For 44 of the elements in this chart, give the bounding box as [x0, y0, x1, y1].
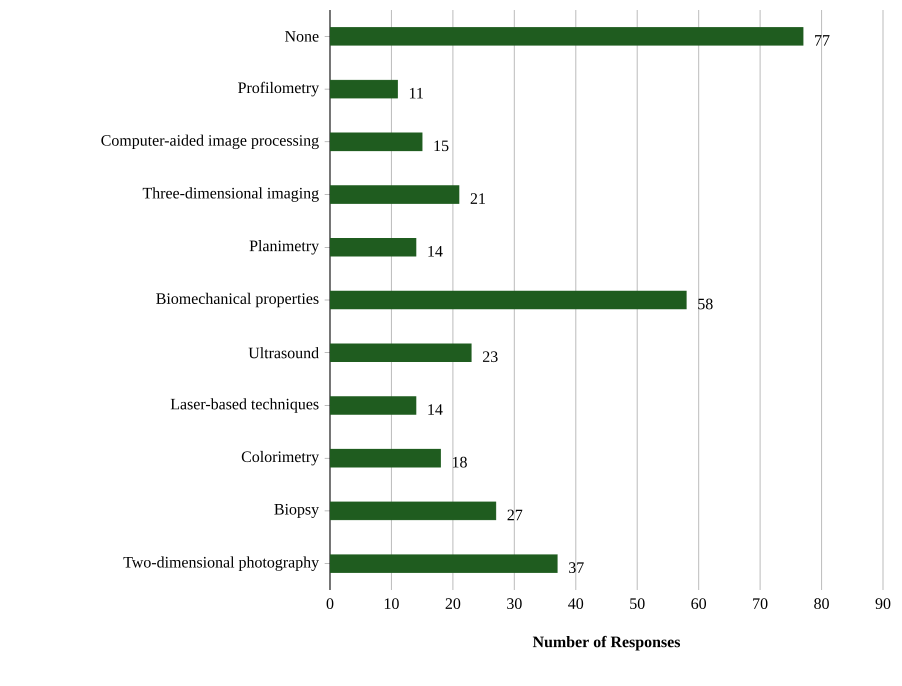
bar — [330, 396, 416, 415]
x-tick-label: 20 — [446, 598, 460, 609]
data-label: 21 — [470, 193, 485, 204]
data-label: 37 — [569, 562, 584, 573]
bar — [330, 343, 472, 362]
x-tick-label: 70 — [753, 598, 768, 609]
data-label: 23 — [482, 351, 498, 362]
data-label: 14 — [428, 246, 443, 257]
x-tick-label: 90 — [876, 598, 890, 609]
data-label: 27 — [508, 510, 522, 520]
y-tick-label: Ultrasound — [248, 347, 319, 358]
y-tick-label: Colorimetry — [242, 450, 320, 466]
bar — [330, 185, 460, 204]
bar — [330, 80, 398, 98]
x-axis-title: Number of Responses — [532, 636, 680, 651]
y-tick-label: Three-dimensional imaging — [142, 187, 319, 202]
y-tick-label: None — [285, 31, 319, 42]
data-label: 58 — [698, 298, 713, 310]
x-tick-label: 30 — [507, 598, 522, 609]
bar — [330, 448, 441, 468]
x-tick-label: 40 — [568, 598, 584, 609]
bar — [330, 238, 416, 257]
data-label: 14 — [428, 404, 443, 415]
x-tick-label: 10 — [384, 598, 399, 609]
x-tick-label: 60 — [691, 598, 706, 609]
y-tick-label: Biopsy — [274, 504, 320, 518]
data-label: 15 — [434, 140, 448, 152]
y-tick-label: Planimetry — [250, 240, 320, 255]
x-tick-label: 0 — [326, 598, 334, 609]
y-tick-label: Computer-aided image processing — [101, 134, 319, 150]
y-tick-label: Laser-based techniques — [170, 398, 319, 413]
data-label: 11 — [410, 88, 423, 98]
x-tick-label: 50 — [630, 598, 645, 609]
bar — [330, 27, 804, 46]
data-label: 18 — [452, 456, 467, 468]
bar — [330, 290, 687, 310]
bar — [330, 554, 558, 573]
y-tick-label: Two-dimensional photography — [123, 556, 320, 571]
bar — [330, 502, 496, 520]
bar — [330, 132, 422, 152]
x-tick-label: 80 — [814, 598, 829, 609]
y-tick-label: Profilometry — [238, 82, 320, 96]
data-label: 77 — [815, 35, 830, 46]
y-tick-label: Biomechanical properties — [156, 292, 319, 308]
